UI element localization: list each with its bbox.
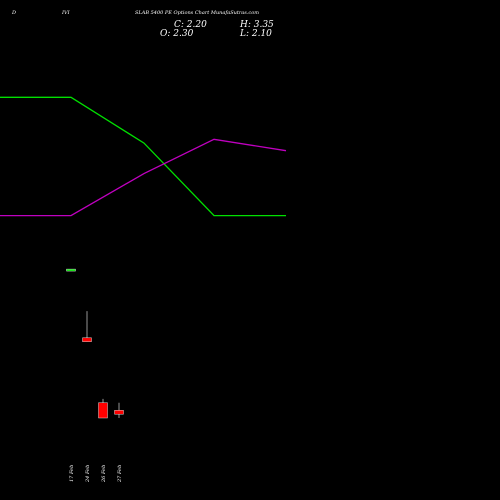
close-value: C: 2.20 [174, 20, 207, 30]
low-value: L: 2.10 [240, 29, 272, 39]
candle-body-3 [114, 410, 124, 415]
x-tick-label-2: 26 Feb [101, 465, 107, 483]
high-value: H: 3.35 [240, 20, 274, 30]
chart-title: SLAB 5400 PE Options Chart MunafaSutras.… [135, 10, 259, 16]
header-indicator: IVI [62, 10, 70, 16]
x-tick-label-3: 27 Feb [117, 465, 123, 483]
series-line-1 [0, 138, 287, 217]
candle-body-0 [66, 268, 76, 272]
x-tick-label-1: 24 Feb [85, 465, 91, 483]
x-tick-label-0: 17 Feb [69, 465, 75, 482]
series-line-0 [0, 96, 286, 217]
candle-body-1 [82, 337, 92, 342]
open-value: O: 2.30 [160, 29, 194, 39]
candle-body-2 [98, 402, 108, 419]
header-symbol-prefix: D [12, 10, 17, 16]
